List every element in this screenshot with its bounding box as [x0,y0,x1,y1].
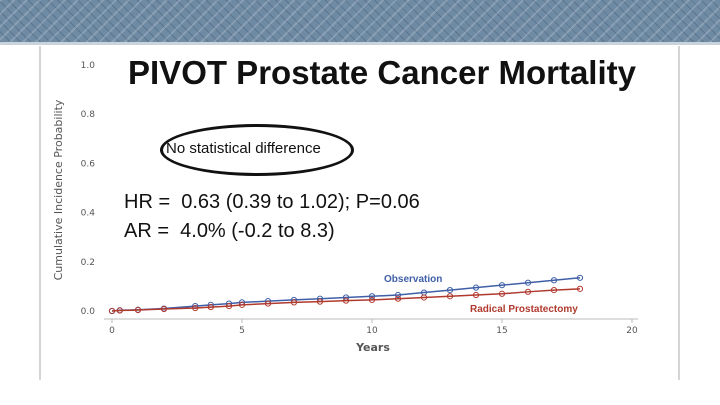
x-tick-label: 10 [366,326,378,336]
data-point [498,282,506,289]
data-point [394,291,402,299]
data-point [420,294,428,301]
y-tick-label: 1.0 [81,61,96,71]
data-point [576,285,584,292]
data-point [524,288,532,295]
data-point [576,274,584,281]
banner-stripe [0,42,720,45]
y-tick-label: 0.6 [81,159,96,169]
data-point [134,306,142,314]
data-point [498,290,506,297]
data-point [160,305,168,313]
frame-line-left [39,46,41,380]
data-point [108,307,116,315]
data-point [238,301,246,308]
data-point [316,298,324,305]
data-point [550,277,558,284]
data-point [192,304,199,312]
x-tick-label: 20 [626,326,638,336]
chart-series [108,274,584,315]
data-point [342,297,350,304]
y-axis-title: Cumulative Incidence Probability [52,99,65,280]
data-point [550,286,558,294]
data-point [394,295,402,302]
data-point [472,284,480,291]
data-point [368,293,376,300]
y-tick-label: 0.4 [81,209,96,219]
x-axis-title: Years [355,341,390,354]
x-tick-label: 15 [496,326,507,336]
data-point [290,299,298,306]
x-tick-label: 5 [239,326,245,336]
data-point [446,286,454,294]
callout-text: No statistical difference [166,140,321,157]
data-point [264,300,272,307]
data-point [116,307,123,314]
y-tick-label: 0.0 [81,307,96,317]
y-tick-label: 0.2 [81,258,95,268]
x-tick-label: 0 [109,326,115,336]
data-point [446,293,454,300]
y-tick-label: 0.8 [81,110,96,120]
frame-line-right [678,46,680,380]
hazard-ratio-text: HR = 0.63 (0.39 to 1.02); P=0.06 [124,191,420,213]
chart-axes: 0.0 0.2 0.4 0.6 0.8 1.0 0 5 10 15 20 [81,61,638,336]
series-line-radical-prostatectomy [111,288,581,312]
slide-title: PIVOT Prostate Cancer Mortality [128,54,636,91]
data-point [368,296,376,304]
data-point [225,302,233,310]
data-point [524,279,532,286]
data-point [207,303,214,311]
header-banner [0,0,720,44]
series-label-observation: Observation [384,274,442,285]
series-label-radical-prostatectomy: Radical Prostatectomy [470,304,578,315]
data-point [472,291,480,299]
absolute-risk-text: AR = 4.0% (-0.2 to 8.3) [124,220,335,242]
callout-ellipse [160,124,354,176]
